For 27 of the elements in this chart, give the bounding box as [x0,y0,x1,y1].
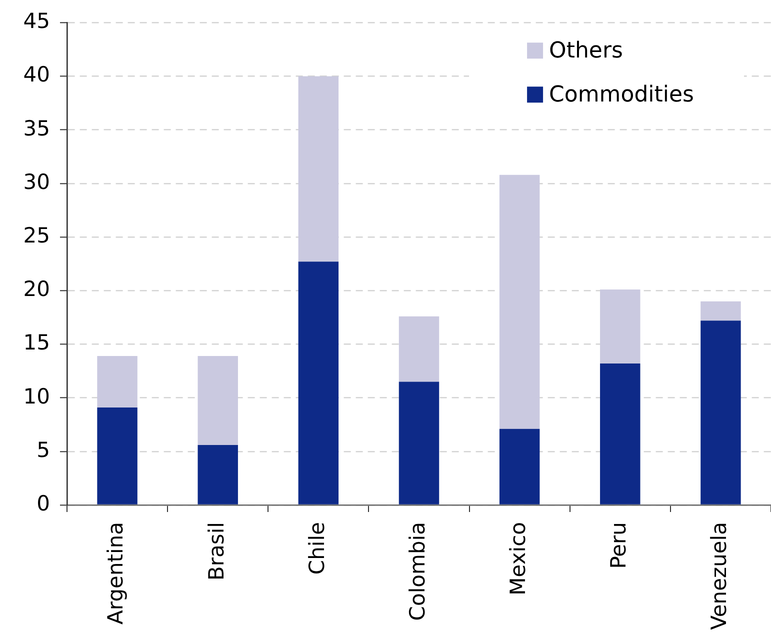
bar [700,320,741,504]
bar [97,407,138,504]
y-tick-label: 25 [23,223,50,248]
bar [298,262,339,504]
x-tick-label: Mexico [506,522,530,596]
y-tick-label: 45 [23,9,50,34]
y-tick-label: 30 [23,170,50,194]
bar [398,382,440,504]
y-tick-label: 10 [23,384,50,408]
y-tick-label: 15 [23,330,50,355]
x-tick-label: Peru [606,522,631,569]
x-tick-label: Argentina [104,522,128,624]
bar [600,363,640,504]
y-tick-label: 35 [23,116,50,140]
y-tick-label: 5 [36,438,50,462]
x-tick-label: Brasil [204,522,228,581]
bar [499,428,540,504]
x-tick-label: Colombia [405,522,430,621]
x-tick-label: Venezuela [707,522,732,630]
legend-label: Commodities [549,82,694,108]
bar [700,301,741,321]
bar [198,444,238,504]
y-tick-label: 0 [36,491,50,516]
y-tick-label: 40 [23,62,50,87]
x-tick-label: Chile [304,522,329,575]
legend-label: Others [549,38,623,64]
y-tick-label: 20 [23,277,50,302]
